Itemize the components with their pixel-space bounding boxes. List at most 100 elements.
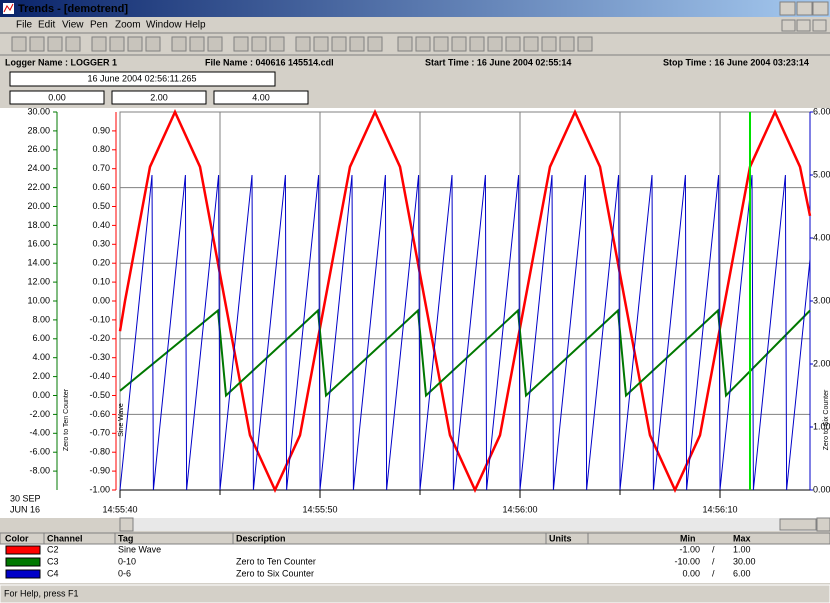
series-line (119, 174, 811, 491)
y-tick-label: -0.40 (89, 371, 110, 381)
menu-item[interactable]: Window (146, 20, 182, 31)
y-tick-label: 24.00 (27, 163, 50, 173)
color-swatch (5, 569, 41, 579)
toolbar-button[interactable] (251, 36, 267, 52)
toolbar-button[interactable] (349, 36, 365, 52)
menu-item[interactable]: Edit (38, 20, 55, 31)
y-tick-label: 26.00 (27, 144, 50, 154)
toolbar-button[interactable] (207, 36, 223, 52)
window-controls (779, 1, 829, 32)
toolbar-button[interactable] (397, 36, 413, 52)
table-header: Max (733, 533, 751, 543)
scroll-track[interactable] (120, 518, 830, 531)
y-tick-label: 0.90 (92, 125, 110, 135)
minimize-button[interactable] (779, 1, 796, 16)
separator: / (712, 544, 715, 554)
toolbar-button[interactable] (469, 36, 485, 52)
toolbar-button[interactable] (451, 36, 467, 52)
x-tick-label: 14:56:00 (502, 504, 537, 514)
toolbar-button[interactable] (65, 36, 81, 52)
series-line (118, 108, 812, 494)
y-tick-label: 18.00 (27, 220, 50, 230)
toolbar-button[interactable] (29, 36, 45, 52)
cursor-value-box (9, 90, 105, 105)
table-header: Min (680, 533, 696, 543)
child-close[interactable] (812, 19, 827, 32)
status-text: For Help, press F1 (4, 588, 79, 598)
table-header: Color (5, 533, 29, 543)
toolbar-button[interactable] (505, 36, 521, 52)
toolbar-button[interactable] (487, 36, 503, 52)
y-tick-label: 0.40 (92, 220, 110, 230)
y-tick-label: -0.20 (89, 333, 110, 343)
toolbar-button[interactable] (433, 36, 449, 52)
toolbar-button[interactable] (313, 36, 329, 52)
cursor-value: 2.00 (150, 92, 168, 102)
axis-title: Zero to Ten Counter (63, 388, 70, 451)
toolbar-button[interactable] (233, 36, 249, 52)
scroll-right[interactable] (816, 517, 830, 532)
separator: / (712, 568, 715, 578)
y-tick-label: 30.00 (27, 106, 50, 116)
toolbar-button[interactable] (367, 36, 383, 52)
y-tick-label: 0.50 (92, 201, 110, 211)
cursor-value: 4.00 (252, 92, 270, 102)
y-tick-label: 16.00 (27, 239, 50, 249)
menu-item[interactable]: Pen (90, 20, 108, 31)
y-tick-label: 8.00 (32, 314, 50, 324)
description: Zero to Ten Counter (236, 556, 316, 566)
child-minimize[interactable] (781, 19, 796, 32)
y-tick-label: -2.00 (29, 409, 50, 419)
child-restore[interactable] (796, 19, 811, 32)
cursor-time: 16 June 2004 02:56:11.265 (88, 73, 197, 83)
menu-item[interactable]: View (62, 20, 84, 31)
toolbar-button[interactable] (189, 36, 205, 52)
toolbar-button[interactable] (541, 36, 557, 52)
x-tick-label: 14:55:50 (302, 504, 337, 514)
menu-item[interactable]: File (16, 20, 33, 31)
channel: C2 (47, 544, 59, 554)
y-tick-label: -0.60 (89, 409, 110, 419)
info-stop: Stop Time : 16 June 2004 03:23:14 (663, 57, 809, 67)
toolbar-button[interactable] (11, 36, 27, 52)
toolbar-button[interactable] (47, 36, 63, 52)
toolbar-button[interactable] (109, 36, 125, 52)
toolbar-button[interactable] (295, 36, 311, 52)
y-tick-label: 2.00 (32, 371, 50, 381)
toolbar-button[interactable] (559, 36, 575, 52)
menu-item[interactable]: Help (185, 20, 206, 31)
toolbar-button[interactable] (415, 36, 431, 52)
close-button[interactable] (812, 1, 829, 16)
toolbar-button[interactable] (577, 36, 593, 52)
y-tick-label: -4.00 (29, 428, 50, 438)
toolbar-button[interactable] (269, 36, 285, 52)
toolbar-button[interactable] (145, 36, 161, 52)
window-title: Trends - [demotrend] (18, 3, 128, 15)
legend-header-bg (0, 532, 830, 545)
y-tick-label: 0.20 (92, 258, 110, 268)
toolbar-button[interactable] (331, 36, 347, 52)
title-bar (0, 0, 830, 17)
menu-item[interactable]: Zoom (115, 20, 141, 31)
axis-title: Zero to Six Counter (823, 389, 830, 450)
color-swatch (5, 545, 41, 555)
toolbar-button[interactable] (91, 36, 107, 52)
scroll-thumb[interactable] (779, 518, 817, 531)
y-tick-label: -8.00 (29, 465, 50, 475)
y-tick-label: 0.60 (92, 182, 110, 192)
table-header: Units (549, 533, 572, 543)
y-tick-label: 4.00 (813, 232, 830, 242)
toolbar-button[interactable] (523, 36, 539, 52)
y-tick-label: 0.70 (92, 163, 110, 173)
cursor-value-box (111, 90, 207, 105)
scroll-left[interactable] (119, 517, 134, 532)
y-tick-label: 14.00 (27, 258, 50, 268)
toolbar-button[interactable] (127, 36, 143, 52)
axis-title: Sine Wave (118, 403, 125, 437)
toolbar-button[interactable] (171, 36, 187, 52)
y-tick-label: -0.30 (89, 352, 110, 362)
maximize-button[interactable] (796, 1, 813, 16)
min: -10.00 (674, 556, 700, 566)
y-tick-label: 5.00 (813, 169, 830, 179)
